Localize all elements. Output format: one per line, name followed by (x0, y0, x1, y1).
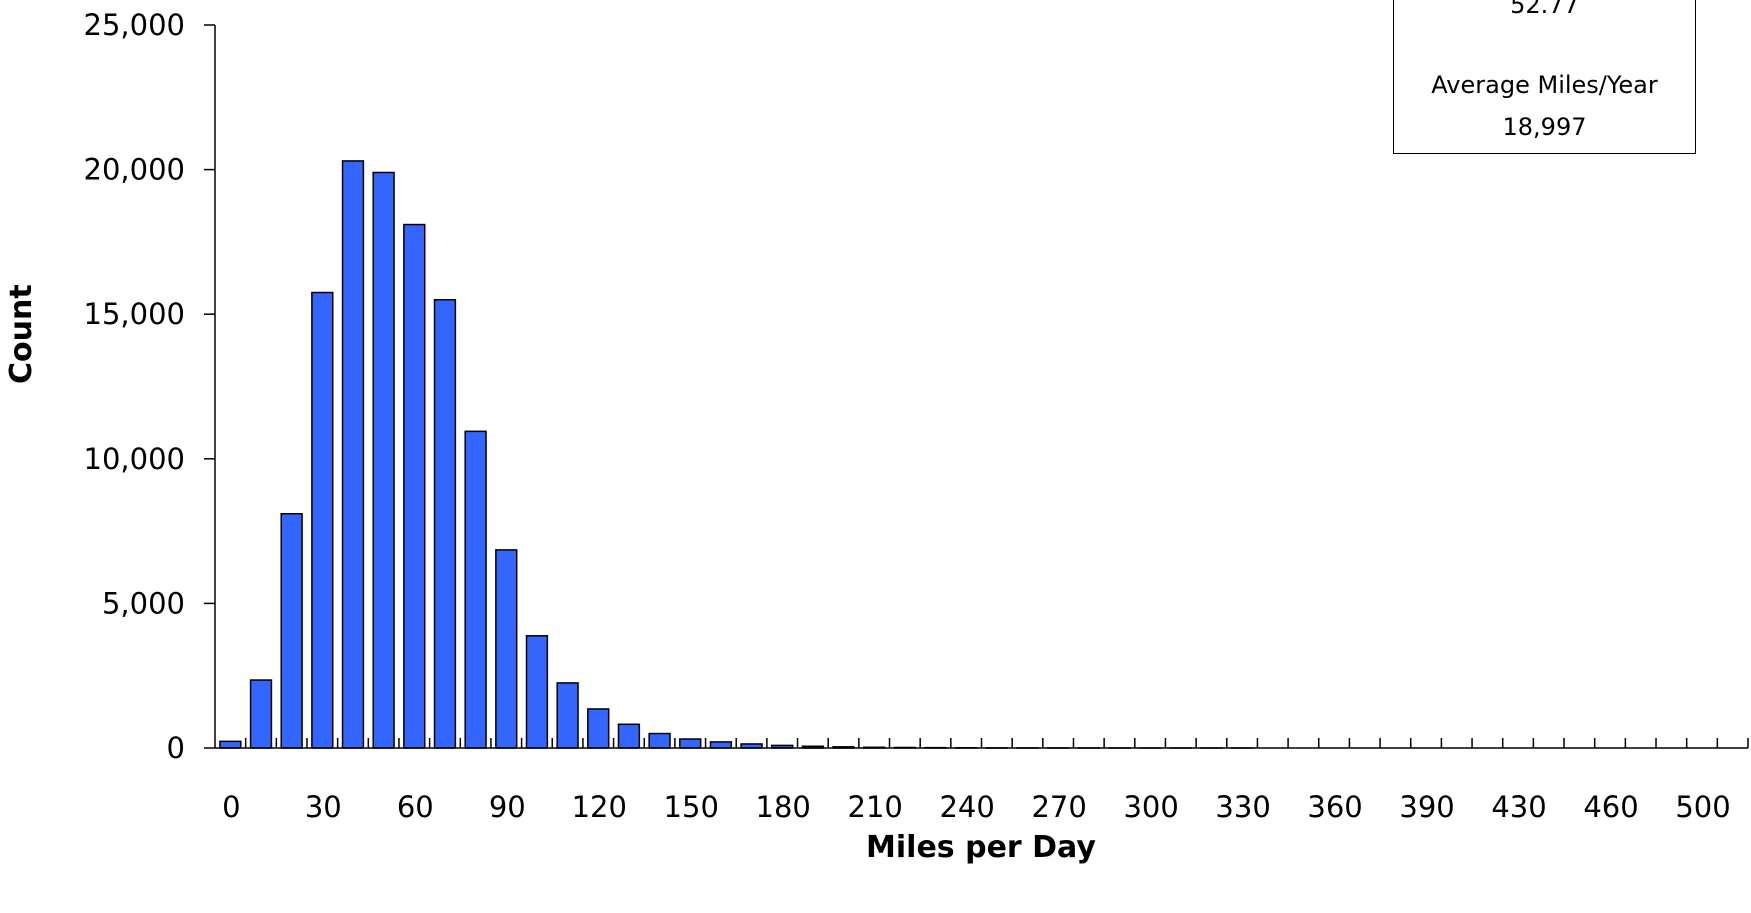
x-tick-label: 300 (1123, 790, 1178, 824)
bar-30 (311, 291, 334, 749)
x-tick-label: 90 (489, 790, 526, 824)
stats-box: 52.77 Average Miles/Year 18,997 (1393, 0, 1696, 154)
x-tick-label: 180 (756, 790, 811, 824)
x-tick-label: 210 (848, 790, 903, 824)
x-tick-label: 390 (1399, 790, 1454, 824)
bar-80 (464, 430, 487, 749)
bar-10 (249, 679, 273, 749)
bar-90 (495, 549, 518, 749)
y-tick-label: 20,000 (84, 153, 185, 187)
bar-60 (403, 223, 426, 749)
bar-50 (372, 171, 395, 749)
x-tick-label: 120 (572, 790, 627, 824)
x-tick-label: 330 (1215, 790, 1270, 824)
y-tick-label: 10,000 (84, 442, 185, 476)
bars (219, 160, 1749, 749)
stats-value-1: 52.77 (1510, 0, 1579, 19)
stats-label-2: Average Miles/Year (1431, 71, 1658, 99)
bar-150 (679, 738, 702, 749)
bar-110 (556, 682, 579, 749)
stats-value-2: 18,997 (1502, 113, 1587, 141)
bar-20 (280, 513, 303, 749)
bar-140 (648, 732, 671, 749)
bar-100 (525, 635, 549, 749)
x-tick-label: 240 (939, 790, 994, 824)
x-tick-label: 270 (1031, 790, 1086, 824)
bar-160 (709, 741, 733, 749)
x-axis-label: Miles per Day (866, 830, 1096, 865)
y-tick-label: 5,000 (102, 586, 185, 620)
y-tick-label: 0 (167, 731, 185, 765)
x-tick-label: 0 (222, 790, 240, 824)
bar-0 (219, 740, 242, 749)
bar-70 (433, 298, 457, 749)
bar-130 (617, 723, 641, 749)
y-tick-label: 25,000 (84, 8, 185, 42)
x-tick-label: 430 (1491, 790, 1546, 824)
x-tick-labels: 0 30 60 90 120 150 180 210 240 270 300 330 360 390 430… (222, 790, 1731, 824)
x-tick-label: 60 (397, 790, 434, 824)
y-axis-label: Count (4, 284, 39, 384)
y-tick-label: 15,000 (84, 297, 185, 331)
y-tick-labels: 0 5,000 10,000 15,000 20,000 25,000 (84, 8, 215, 765)
x-tick-label: 30 (305, 790, 342, 824)
x-tick-label: 360 (1307, 790, 1362, 824)
x-tick-label: 460 (1583, 790, 1638, 824)
x-tick-label: 150 (664, 790, 719, 824)
bar-40 (341, 160, 365, 749)
bar-120 (587, 708, 610, 749)
x-tick-label: 500 (1675, 790, 1730, 824)
